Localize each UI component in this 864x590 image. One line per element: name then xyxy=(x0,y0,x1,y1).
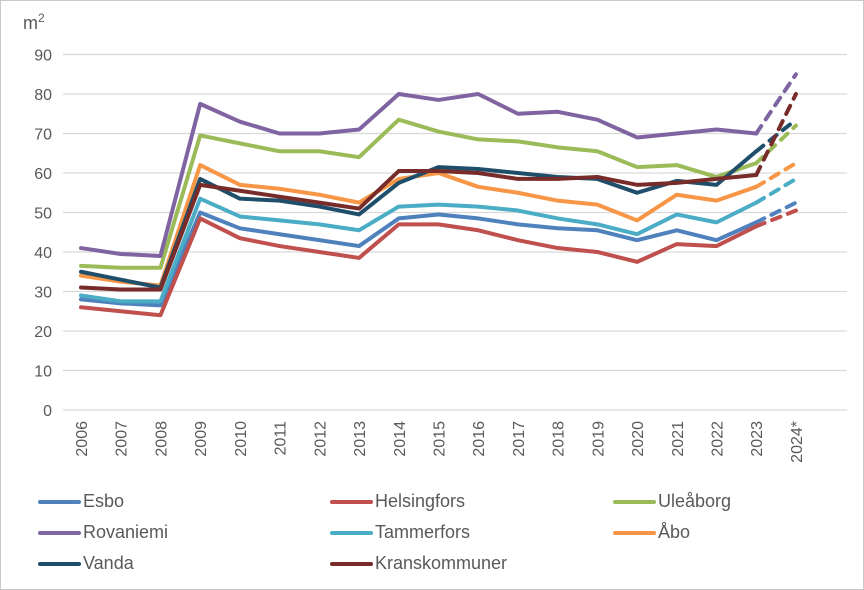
legend-swatch--bo xyxy=(613,531,656,535)
y-tick-label: 10 xyxy=(34,364,52,381)
legend-label: Rovaniemi xyxy=(83,522,169,543)
legend-label: Åbo xyxy=(658,522,691,543)
legend-label: Esbo xyxy=(83,491,125,512)
x-tick-label: 2024* xyxy=(789,421,806,463)
chart-legend: Esbo Helsingfors Uleåborg Rovaniemi Tammerfo… xyxy=(1,490,863,576)
series-line-esbo xyxy=(79,210,759,308)
x-tick-label: 2014 xyxy=(392,421,409,457)
series-line-tammerfors xyxy=(79,196,759,304)
x-tick-label: 2012 xyxy=(312,421,329,457)
series-forecast-line-tammerfors xyxy=(754,176,798,205)
y-tick-label: 90 xyxy=(34,48,52,65)
series-forecast-line-ule-borg xyxy=(754,123,798,166)
x-tick-label: 2018 xyxy=(551,421,568,457)
x-tick-label: 2011 xyxy=(273,421,290,456)
x-tick-label: 2007 xyxy=(114,421,131,457)
x-tick-label: 2013 xyxy=(352,421,369,457)
y-axis-unit-label: m2 xyxy=(23,11,45,33)
legend-item-helsingfors: Helsingfors xyxy=(330,490,613,514)
legend-item--bo: Åbo xyxy=(613,521,863,545)
x-tick-label: 2023 xyxy=(749,421,766,457)
y-tick-label: 60 xyxy=(34,166,52,183)
legend-label: Uleåborg xyxy=(658,491,732,512)
legend-swatch-kranskommuner xyxy=(330,562,373,566)
series-line-helsingfors xyxy=(79,216,759,318)
legend-item-kranskommuner: Kranskommuner xyxy=(330,552,613,576)
legend-swatch-ule-borg xyxy=(613,500,656,504)
series-line-ule-borg xyxy=(79,117,759,270)
legend-swatch-helsingfors xyxy=(330,500,373,504)
x-tick-label: 2017 xyxy=(511,421,528,457)
series-forecast-line-rovaniemi xyxy=(754,72,798,136)
x-tick-label: 2016 xyxy=(471,421,488,457)
x-tick-label: 2015 xyxy=(431,421,448,457)
x-tick-label: 2010 xyxy=(233,421,250,457)
y-tick-label: 70 xyxy=(34,127,52,144)
legend-item-vanda: Vanda xyxy=(38,552,330,576)
x-tick-label: 2008 xyxy=(153,421,170,457)
legend-label: Kranskommuner xyxy=(375,553,508,574)
x-tick-label: 2009 xyxy=(193,421,210,457)
y-tick-label: 40 xyxy=(34,245,52,262)
x-tick-label: 2020 xyxy=(630,421,647,457)
x-tick-label: 2021 xyxy=(670,421,687,457)
legend-swatch-tammerfors xyxy=(330,531,373,535)
legend-label: Tammerfors xyxy=(375,522,471,543)
legend-label: Vanda xyxy=(83,553,134,574)
series-line-rovaniemi xyxy=(79,92,759,258)
y-tick-label: 30 xyxy=(34,285,52,302)
series-forecast-line-kranskommuner xyxy=(754,92,798,177)
y-tick-label: 20 xyxy=(34,324,52,341)
series-forecast-line-helsingfors xyxy=(754,208,798,229)
legend-swatch-rovaniemi xyxy=(38,531,81,535)
legend-swatch-vanda xyxy=(38,562,81,566)
y-tick-label: 80 xyxy=(34,87,52,104)
x-tick-label: 2022 xyxy=(710,421,727,457)
legend-label: Helsingfors xyxy=(375,491,466,512)
series-forecast-line-esbo xyxy=(754,200,798,225)
legend-item-rovaniemi: Rovaniemi xyxy=(38,521,330,545)
series-forecast-line--bo xyxy=(754,161,798,189)
x-tick-label: 2019 xyxy=(590,421,607,457)
legend-swatch-esbo xyxy=(38,500,81,504)
y-tick-label: 50 xyxy=(34,206,52,223)
legend-item-tammerfors: Tammerfors xyxy=(330,521,613,545)
legend-item-ule-borg: Uleåborg xyxy=(613,490,863,514)
line-chart: 0 10 20 30 40 50 60 70 80 90 m2 2006 2007 2008 2009 201… xyxy=(23,11,847,463)
series-line-kranskommuner xyxy=(79,169,759,292)
x-tick-label: 2006 xyxy=(74,421,91,457)
legend-item-esbo: Esbo xyxy=(38,490,330,514)
y-tick-label: 0 xyxy=(43,403,52,420)
